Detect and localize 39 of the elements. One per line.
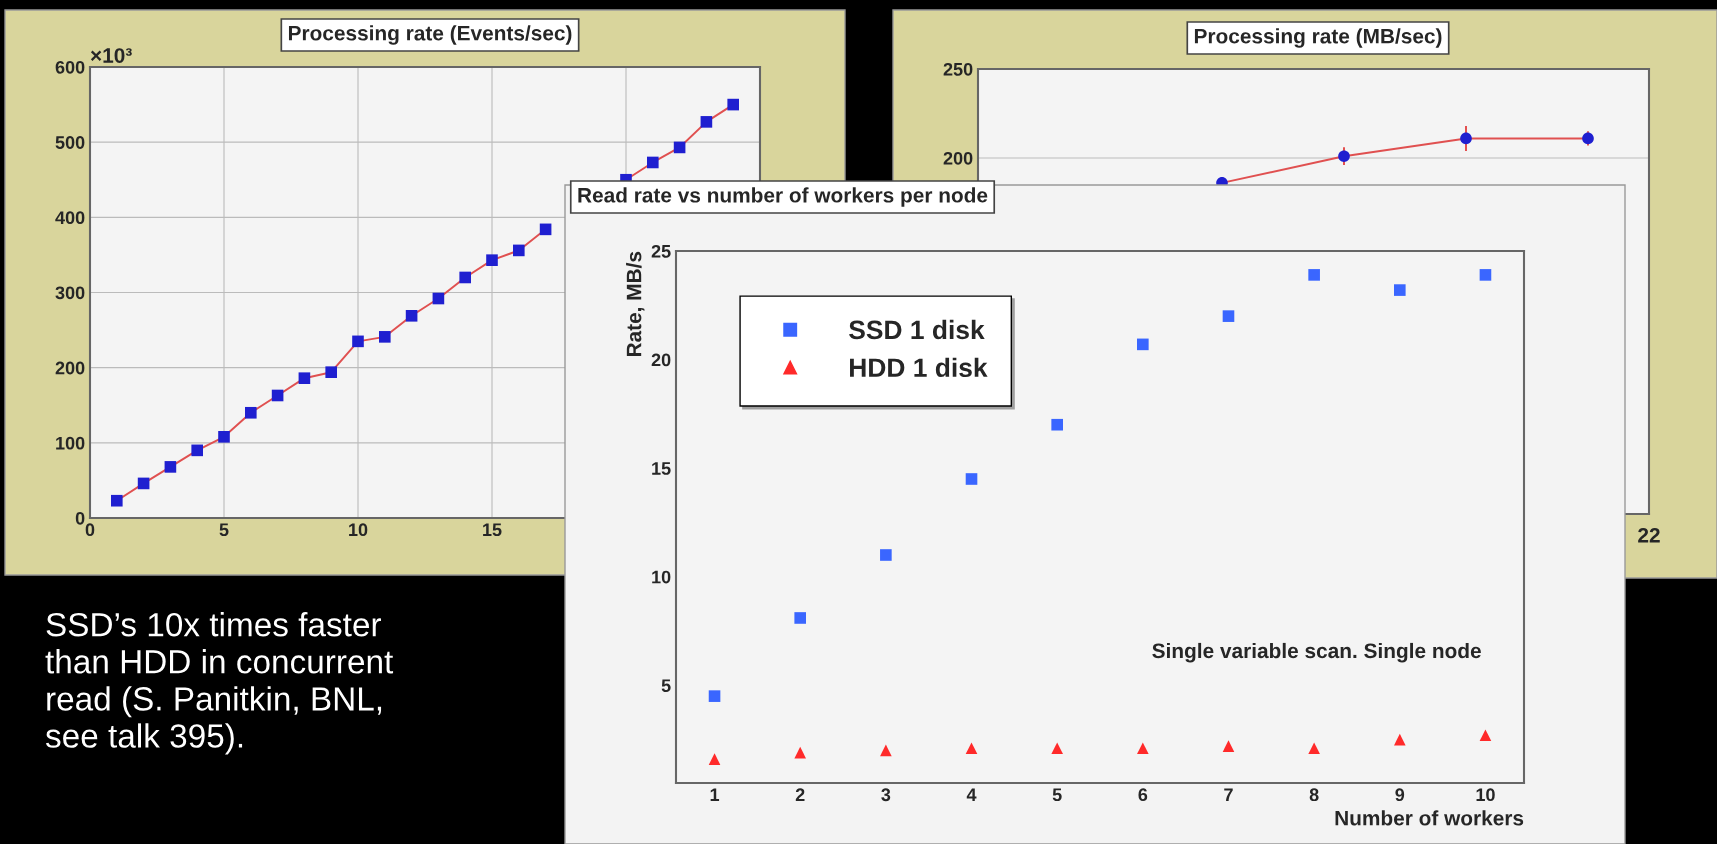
x-tick-label: 10: [1476, 788, 1495, 802]
y-tick-label: 200: [943, 151, 973, 165]
text: 22: [1638, 527, 1660, 543]
y-tick-label: 600: [55, 60, 85, 74]
annotation: Single variable scan. Single node: [1152, 642, 1481, 663]
x-tick-label: 4: [966, 788, 977, 801]
x-tick-label: 10: [349, 523, 368, 537]
x-tick-label: 6: [1138, 788, 1148, 802]
legend-label: HDD 1 disk: [850, 357, 988, 378]
y-axis-title: Rate, MB/s: [626, 251, 645, 357]
x-tick-label: 5: [219, 523, 229, 537]
x-tick-label: 0: [85, 523, 95, 537]
y-tick-label: 20: [651, 353, 671, 367]
x-tick-label: 9: [1395, 788, 1405, 802]
legend-label: SSD 1 disk: [849, 319, 985, 340]
y-tick-label: 400: [55, 211, 85, 225]
text: SSD’s 10x times faster than HDD in concurrent read (S. Panitkin, BNL, see talk 395).: [45, 612, 394, 755]
chart-title: Read rate vs number of workers per node: [578, 187, 988, 207]
chart-title: Processing rate (MB/sec): [1194, 28, 1442, 48]
y-tick-label: 0: [75, 511, 85, 525]
y-tick-label: 200: [55, 361, 85, 375]
y-tick-label: 100: [56, 436, 85, 450]
x-tick-label: 1: [710, 788, 720, 801]
y-tick-label: 15: [652, 462, 671, 475]
x-tick-label: 5: [1052, 788, 1062, 802]
text: ×10³: [90, 48, 132, 63]
x-axis-title: Number of workers: [1335, 810, 1524, 826]
y-tick-label: 250: [943, 62, 973, 76]
x-tick-label: 3: [881, 788, 891, 802]
x-tick-label: 7: [1224, 788, 1233, 801]
y-tick-label: 10: [652, 570, 671, 584]
y-tick-label: 25: [651, 244, 671, 258]
chart-title: Processing rate (Events/sec): [288, 25, 572, 45]
x-tick-label: 8: [1309, 788, 1319, 802]
x-tick-label: 15: [483, 523, 502, 537]
y-tick-label: 500: [55, 136, 85, 149]
x-tick-label: 2: [795, 788, 805, 801]
y-tick-label: 300: [55, 286, 85, 300]
y-tick-label: 5: [661, 679, 671, 693]
